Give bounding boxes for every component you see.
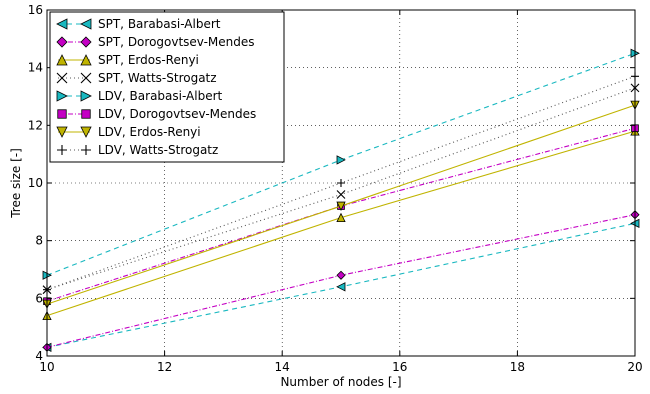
- x-tick-label: 18: [510, 360, 525, 374]
- legend-marker: [57, 109, 67, 119]
- legend-marker: [80, 126, 92, 138]
- legend-marker: [80, 18, 92, 30]
- legend-marker: [80, 36, 92, 48]
- data-point: [336, 282, 346, 292]
- x-axis-title: Number of nodes [-]: [280, 375, 401, 389]
- y-tick-label: 14: [28, 61, 43, 75]
- legend-label: LDV, Dorogovtsev-Mendes: [98, 107, 256, 121]
- legend-marker: [56, 90, 68, 102]
- y-tick-label: 10: [28, 176, 43, 190]
- legend-entry: LDV, Dorogovtsev-Mendes: [57, 107, 256, 121]
- legend-marker: [56, 126, 68, 138]
- legend-marker: [56, 18, 68, 30]
- legend-label: LDV, Barabasi-Albert: [98, 89, 223, 103]
- legend-label: LDV, Watts-Strogatz: [98, 143, 218, 157]
- y-axis-title: Tree size [-]: [9, 148, 23, 219]
- legend-marker: [81, 145, 91, 155]
- legend-entry: SPT, Erdos-Renyi: [56, 53, 199, 67]
- legend-marker: [57, 145, 67, 155]
- data-point: [336, 212, 346, 223]
- y-tick-label: 8: [35, 234, 43, 248]
- legend-label: LDV, Erdos-Renyi: [98, 125, 201, 139]
- legend-marker: [81, 109, 91, 119]
- legend-marker: [80, 54, 92, 66]
- legend-marker: [80, 72, 92, 84]
- legend-label: SPT, Dorogovtsev-Mendes: [98, 35, 255, 49]
- x-tick-label: 10: [39, 360, 54, 374]
- legend-entry: LDV, Barabasi-Albert: [56, 89, 223, 103]
- y-tick-label: 6: [35, 291, 43, 305]
- x-tick-label: 16: [392, 360, 407, 374]
- series-line: [46, 127, 636, 302]
- legend-label: SPT, Barabasi-Albert: [98, 17, 221, 31]
- legend-marker: [56, 72, 68, 84]
- data-point: [336, 201, 346, 211]
- legend-marker: [80, 90, 92, 102]
- x-tick-label: 12: [157, 360, 172, 374]
- y-tick-label: 16: [28, 3, 43, 17]
- y-tick-label: 4: [35, 349, 43, 363]
- data-point: [336, 270, 346, 280]
- legend-entry: LDV, Erdos-Renyi: [56, 125, 201, 139]
- legend: SPT, Barabasi-Albert SPT, Dorogovtsev-Men…: [49, 11, 285, 163]
- legend-entry: SPT, Watts-Strogatz: [56, 71, 217, 85]
- legend-marker: [56, 54, 68, 66]
- x-tick-label: 14: [275, 360, 290, 374]
- legend-label: SPT, Watts-Strogatz: [98, 71, 217, 85]
- y-tick-label: 12: [28, 118, 43, 132]
- legend-entry: LDV, Watts-Strogatz: [57, 143, 218, 157]
- x-tick-label: 20: [627, 360, 642, 374]
- legend-label: SPT, Erdos-Renyi: [98, 53, 199, 67]
- legend-marker: [56, 36, 68, 48]
- data-point: [336, 190, 346, 199]
- legend-entry: SPT, Dorogovtsev-Mendes: [56, 35, 255, 49]
- axis-ticks: 10 12 14 16 18 20 4 6 8 10 12 14 16: [28, 3, 643, 374]
- legend-entry: SPT, Barabasi-Albert: [56, 17, 221, 31]
- data-point: [336, 155, 346, 165]
- data-point: [337, 179, 345, 187]
- legend-box: [49, 11, 285, 163]
- series-layer: [42, 48, 640, 352]
